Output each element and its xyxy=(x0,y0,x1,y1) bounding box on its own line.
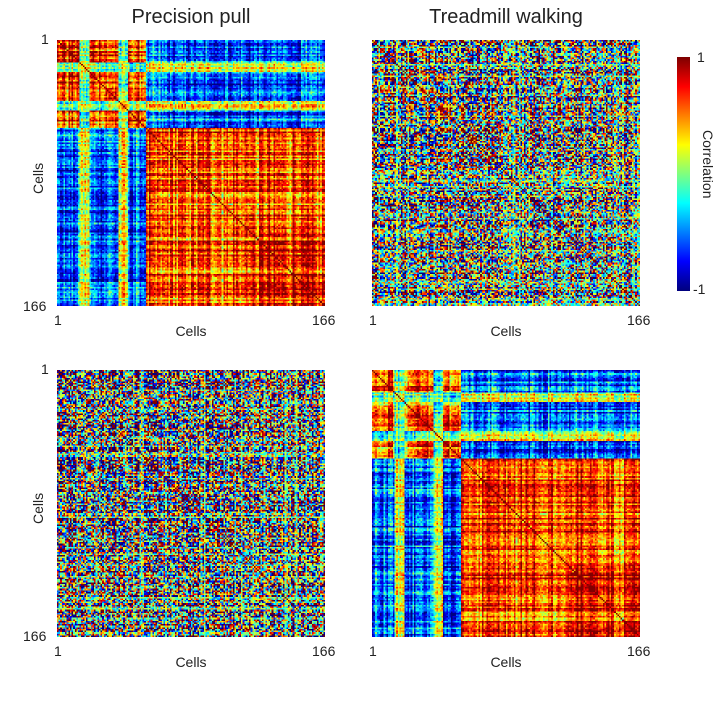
panel-title-precision-pull: Precision pull xyxy=(131,6,251,28)
x-axis-label: Cells xyxy=(490,654,522,670)
colorbar-label: Correlation xyxy=(700,130,716,199)
y-axis-label: Cells xyxy=(30,492,46,524)
x-tick-166: 166 xyxy=(312,312,336,328)
x-tick-166: 166 xyxy=(627,643,651,659)
colorbar-min-label: -1 xyxy=(693,281,706,297)
x-axis-label: Cells xyxy=(175,323,207,339)
colorbar-max-label: 1 xyxy=(697,49,705,65)
x-tick-1: 1 xyxy=(54,312,62,328)
y-axis-label: Cells xyxy=(30,162,46,194)
x-tick-1: 1 xyxy=(369,643,377,659)
x-axis-label: Cells xyxy=(175,654,207,670)
x-tick-1: 1 xyxy=(369,312,377,328)
heatmap-treadmill-walking-bottom xyxy=(372,370,640,637)
heatmap-precision-pull-top xyxy=(57,40,325,306)
y-tick-1: 1 xyxy=(41,361,49,377)
heatmap-treadmill-walking-top xyxy=(372,40,640,306)
panel-title-treadmill-walking: Treadmill walking xyxy=(429,6,583,28)
y-tick-166: 166 xyxy=(23,298,47,314)
heatmap-precision-pull-bottom xyxy=(57,370,325,637)
y-tick-1: 1 xyxy=(41,31,49,47)
x-tick-166: 166 xyxy=(312,643,336,659)
y-tick-166: 166 xyxy=(23,628,47,644)
x-tick-1: 1 xyxy=(54,643,62,659)
x-axis-label: Cells xyxy=(490,323,522,339)
x-tick-166: 166 xyxy=(627,312,651,328)
colorbar xyxy=(677,57,690,291)
